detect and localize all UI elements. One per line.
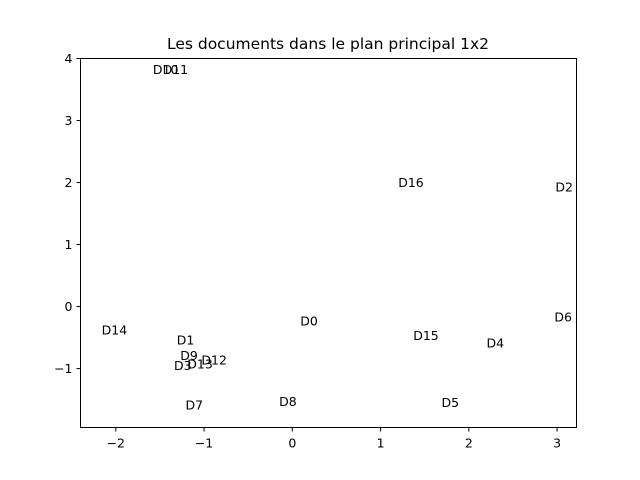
x-tick-label: 2	[465, 436, 473, 451]
point-label-d5: D5	[441, 395, 459, 410]
point-label-d1: D1	[177, 333, 195, 348]
point-label-d0: D0	[300, 313, 318, 328]
point-label-d13: D13	[187, 357, 213, 372]
point-label-d10: D10	[153, 62, 179, 77]
chart-title: Les documents dans le plan principal 1x2	[167, 35, 489, 53]
axis-ticks: −2 −1 0 1 2 3 −1 0 1 2 3 4	[54, 51, 561, 451]
y-tick-label: 4	[65, 51, 73, 66]
x-tick-label: −1	[195, 436, 213, 451]
point-label-d12: D12	[201, 352, 227, 367]
point-label-d9: D9	[180, 348, 198, 363]
y-tick-label: 2	[65, 175, 73, 190]
x-tick-label: 1	[377, 436, 385, 451]
point-label-d4: D4	[486, 336, 504, 351]
y-tick-label: 0	[65, 299, 73, 314]
x-tick-label: 3	[553, 436, 561, 451]
plot-frame	[80, 58, 577, 428]
point-label-d11: D11	[163, 62, 189, 77]
y-tick-label: 1	[65, 237, 73, 252]
point-label-d7: D7	[186, 398, 204, 413]
point-label-d8: D8	[279, 394, 297, 409]
x-tick-label: 0	[288, 436, 296, 451]
point-label-d3: D3	[174, 358, 192, 373]
y-tick-label: 3	[65, 113, 73, 128]
point-label-d14: D14	[102, 323, 128, 338]
point-label-d15: D15	[413, 328, 439, 343]
point-label-d2: D2	[555, 179, 573, 194]
point-label-d16: D16	[398, 175, 424, 190]
x-tick-label: −2	[107, 436, 125, 451]
point-label-d6: D6	[554, 310, 572, 325]
y-tick-label: −1	[54, 361, 72, 376]
